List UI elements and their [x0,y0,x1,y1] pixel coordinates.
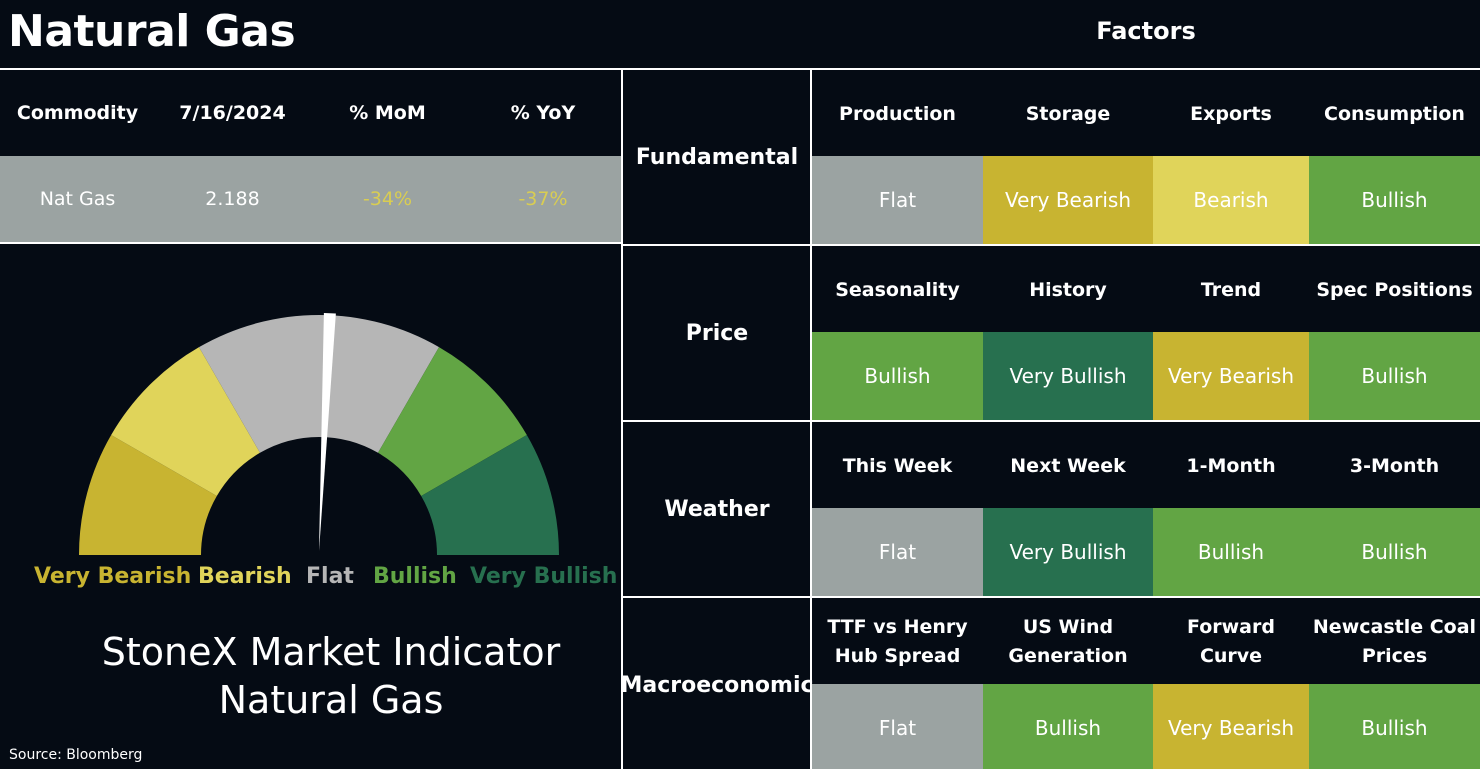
factor-name: US Wind Generation [1008,616,1128,667]
factor-name: Spec Positions [1316,278,1473,301]
factor-name: Seasonality [835,278,960,301]
factor-name: TTF vs Henry Hub Spread [827,616,968,667]
indicator-title: StoneX Market Indicator Natural Gas [0,628,662,724]
group-label-macroeconomic: Macroeconomic [620,672,814,698]
source-note: Source: Bloomberg [9,747,143,763]
factor-value: Bullish [983,684,1153,769]
cell-price: 2.188 [205,188,260,210]
page-title: Natural Gas [8,6,296,57]
factor-value: Very Bullish [983,508,1153,596]
gauge-segment-very-bullish [421,435,559,555]
factor-value: Flat [812,156,983,244]
gauge-svg [79,312,559,555]
commodity-table-row: Nat Gas 2.188 -34% -37% [0,156,621,244]
factor-value: Bullish [1309,156,1480,244]
factor-value: Very Bearish [983,156,1153,244]
factor-value: Very Bearish [1153,684,1309,769]
factor-name: Trend [1200,278,1262,301]
factor-value: Bullish [1309,684,1480,769]
factor-name: Storage [1025,102,1111,125]
gauge-segment-very-bearish [79,435,217,555]
divider-horizontal [623,244,1480,246]
gauge-segment-flat-right [319,315,439,453]
gauge-label-very-bearish: Very Bearish [34,564,192,589]
indicator-title-line2: Natural Gas [218,678,444,722]
cell-mom: -34% [362,188,413,210]
factor-value-row-weather: Flat Very Bullish Bullish Bullish [812,508,1480,596]
factor-name: This Week [842,454,953,477]
gauge-label-flat: Flat [306,564,354,589]
gauge-segment-bullish [378,347,527,496]
header-commodity: Commodity [16,102,139,124]
commodity-table: Commodity 7/16/2024 % MoM % YoY Nat Gas … [0,68,621,244]
factor-name: Forward Curve [1187,616,1275,667]
divider-horizontal [623,420,1480,422]
factor-value-row-fundamental: Flat Very Bearish Bearish Bullish [812,156,1480,244]
gauge-segment-bearish [111,347,260,496]
group-label-weather: Weather [664,496,770,522]
factor-value-row-macroeconomic: Flat Bullish Very Bearish Bullish [812,684,1480,769]
factor-value: Bullish [812,332,983,420]
factor-value: Flat [812,684,983,769]
factor-value: Bearish [1153,156,1309,244]
gauge-label-very-bullish: Very Bullish [470,564,618,589]
indicator-title-line1: StoneX Market Indicator [101,630,561,674]
gauge-needle [319,312,336,551]
factor-name: Newcastle Coal Prices [1312,616,1477,667]
market-indicator-gauge: Very Bearish Bearish Flat Bullish Very B… [0,244,621,644]
factor-value: Very Bullish [983,332,1153,420]
divider-horizontal [623,68,1480,70]
factor-value: Bullish [1309,508,1480,596]
factor-header-row-weather: This Week Next Week 1-Month 3-Month [812,422,1480,510]
gauge-legend: Very Bearish Bearish Flat Bullish Very B… [0,564,621,604]
gauge-label-bullish: Bullish [373,564,457,589]
factor-value: Bullish [1153,508,1309,596]
commodity-table-header: Commodity 7/16/2024 % MoM % YoY [0,68,621,156]
factor-header-row-fundamental: Production Storage Exports Consumption [812,70,1480,158]
header-date: 7/16/2024 [179,102,286,124]
gauge-label-bearish: Bearish [198,564,292,589]
factor-name: 3-Month [1349,454,1440,477]
divider-vertical-right [810,68,812,769]
factor-value: Bullish [1309,332,1480,420]
factor-value: Very Bearish [1153,332,1309,420]
cell-yoy: -37% [518,188,568,210]
factor-name: Consumption [1324,102,1465,125]
factor-name: Exports [1190,102,1272,125]
factor-header-row-macroeconomic: TTF vs Henry Hub Spread US Wind Generatio… [812,598,1480,686]
header-mom: % MoM [349,102,426,124]
factor-name: History [1029,278,1107,301]
factor-header-row-price: Seasonality History Trend Spec Positions [812,246,1480,334]
header-yoy: % YoY [510,102,576,124]
gauge-segment-flat-left [199,315,319,453]
divider-vertical-left [621,68,623,769]
group-label-price: Price [685,320,749,346]
factor-name: Next Week [1010,454,1126,477]
factor-name: Production [839,102,956,125]
cell-commodity: Nat Gas [39,188,116,210]
factors-title: Factors [1096,17,1196,45]
factor-name: 1-Month [1186,454,1276,477]
factor-value-row-price: Bullish Very Bullish Very Bearish Bullish [812,332,1480,420]
factor-value: Flat [812,508,983,596]
group-label-fundamental: Fundamental [635,144,799,170]
divider-horizontal [623,596,1480,598]
